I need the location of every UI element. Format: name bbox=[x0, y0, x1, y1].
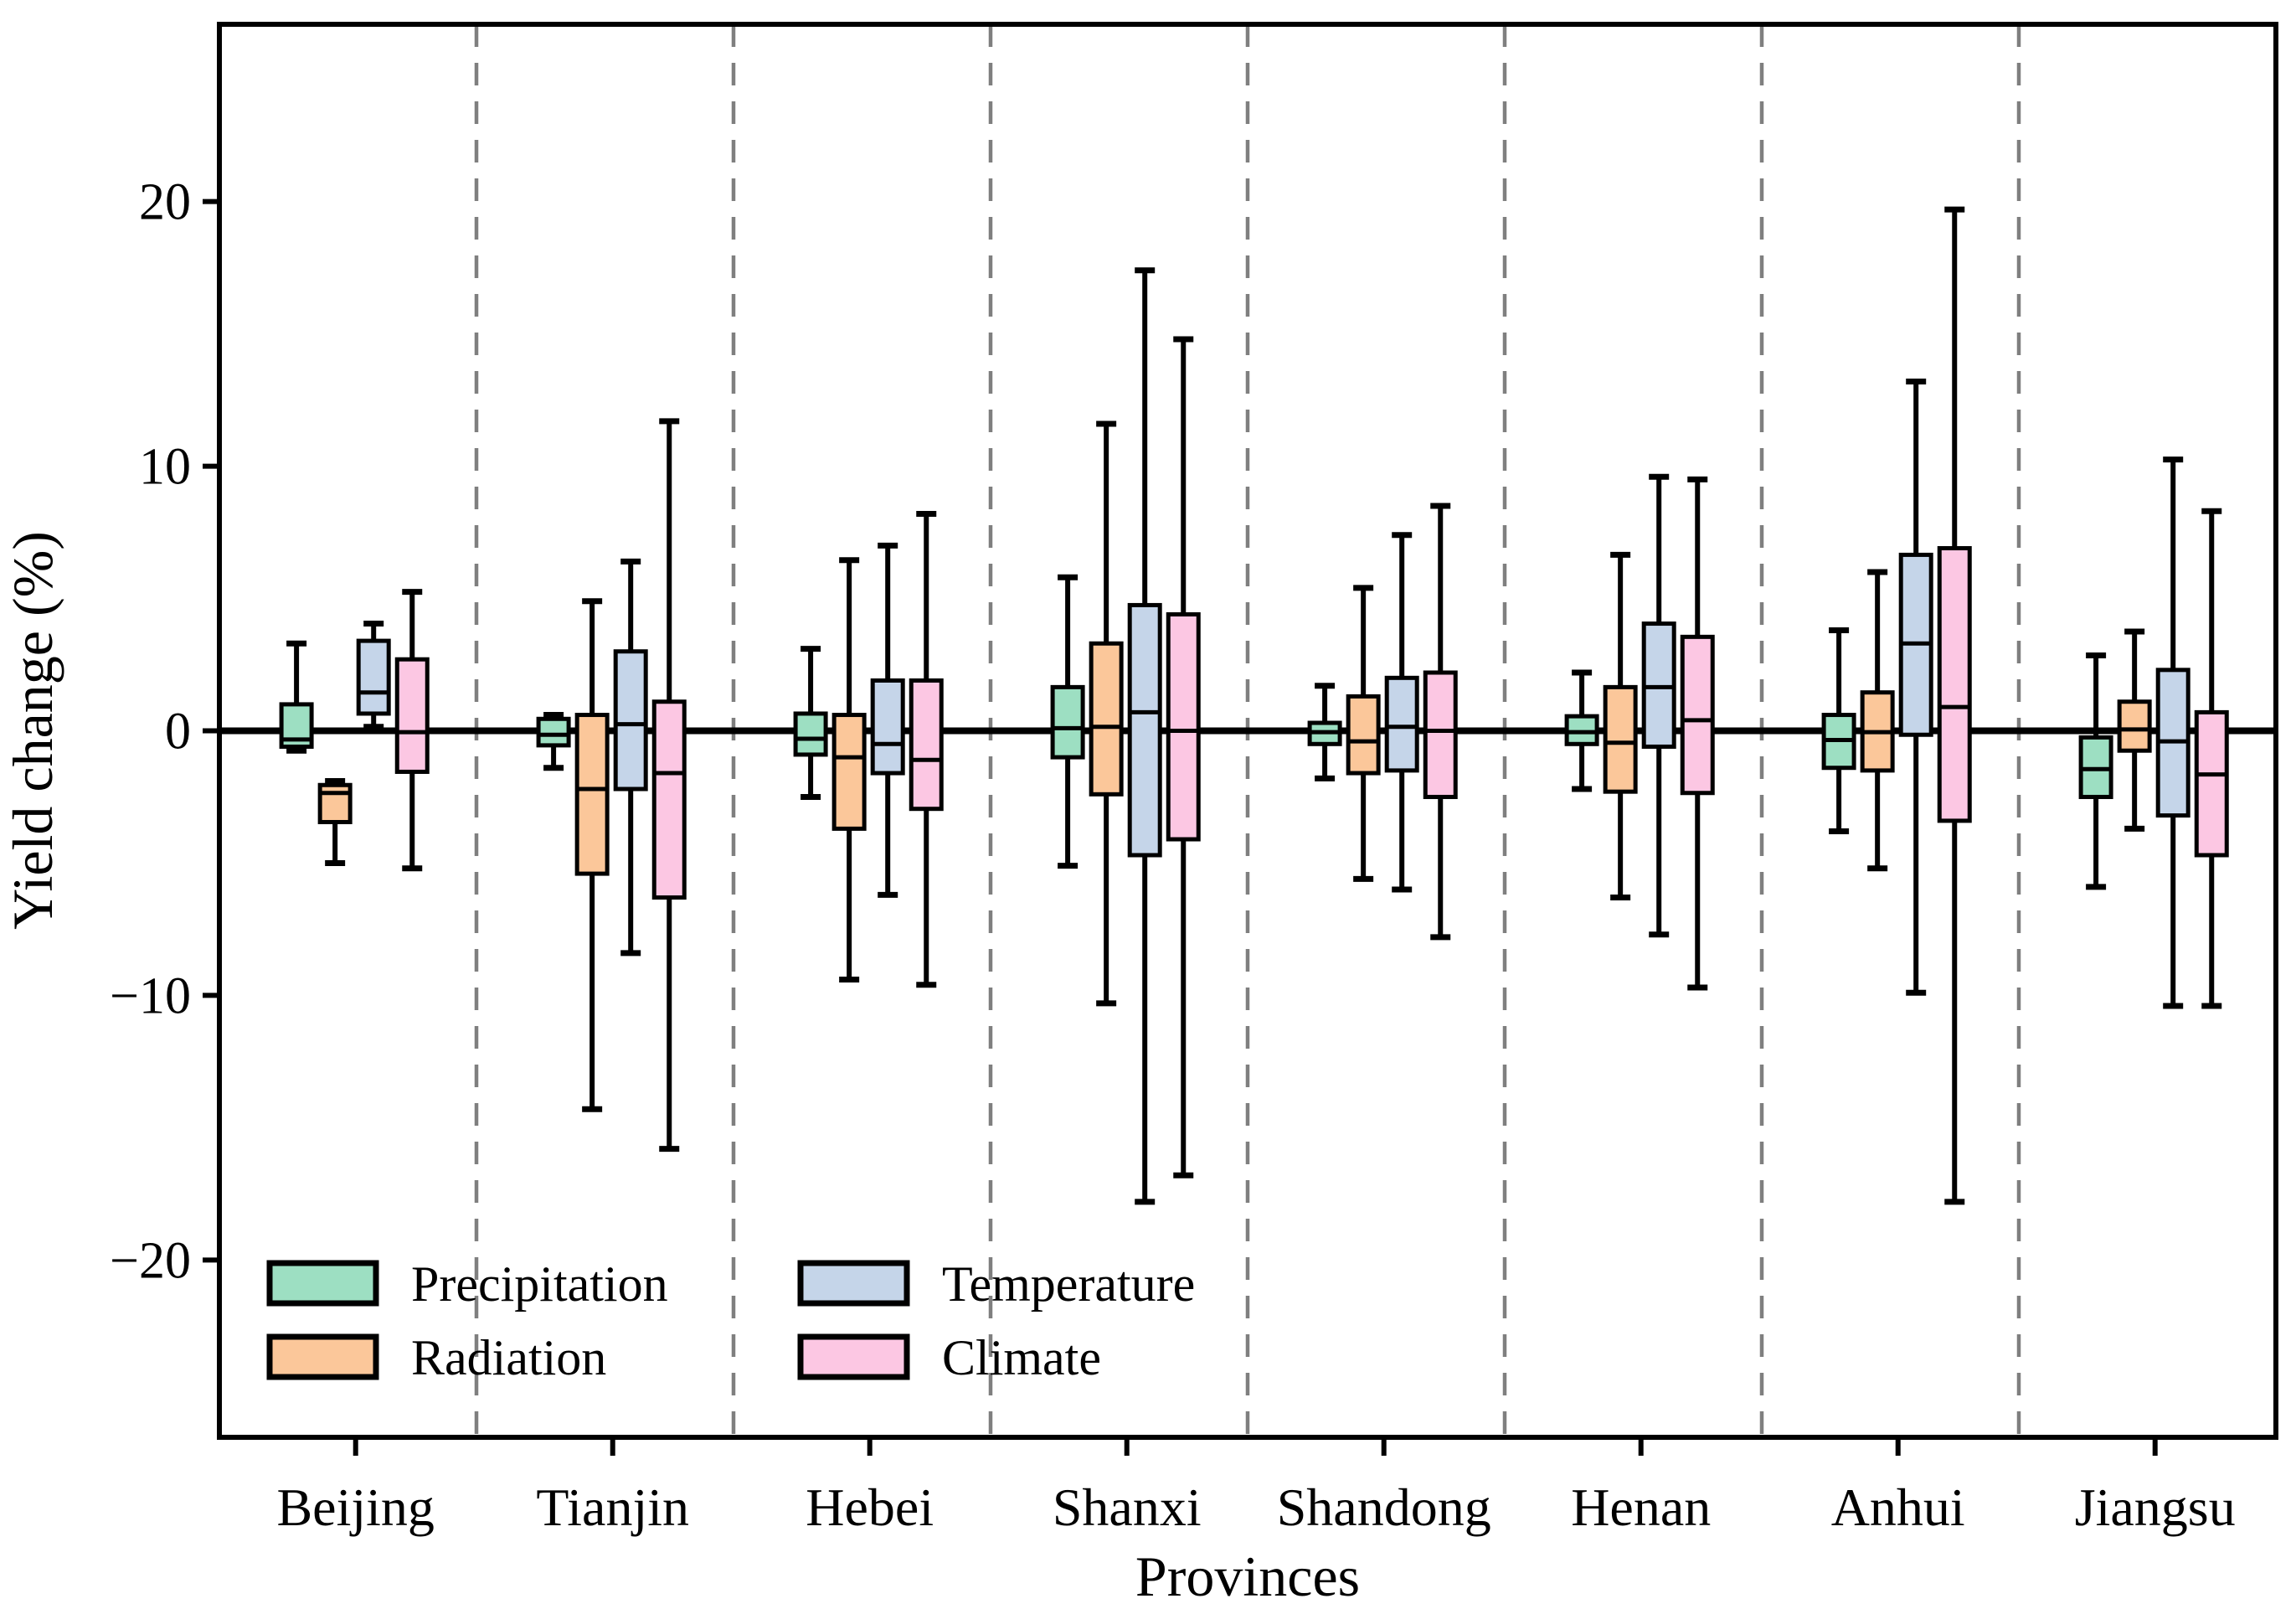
y-axis-title: Yield change (%) bbox=[1, 531, 64, 930]
box-rect bbox=[2194, 709, 2229, 858]
box-rect bbox=[1050, 684, 1085, 760]
legend-label-climate: Climate bbox=[942, 1330, 1101, 1385]
box-beijing-temperature bbox=[356, 621, 391, 730]
legend-item-precipitation: Precipitation bbox=[266, 1256, 668, 1312]
legend-label-precipitation: Precipitation bbox=[411, 1256, 668, 1312]
box-hebei-temperature bbox=[870, 542, 905, 898]
box-rect bbox=[1680, 634, 1715, 796]
box-rect bbox=[356, 638, 391, 716]
axes-group: −20 −10 0 10 20 Beijing Tianjin Hebei Shanxi Shan… bbox=[110, 22, 2278, 1537]
box-tianjin-temperature bbox=[613, 558, 648, 957]
box-beijing-radiation bbox=[317, 778, 353, 866]
box-tianjin-climate bbox=[651, 418, 687, 1153]
legend-swatch-radiation bbox=[266, 1333, 379, 1380]
box-shandong-climate bbox=[1423, 503, 1458, 941]
x-tick-label-henan: Henan bbox=[1571, 1477, 1711, 1537]
x-axis-title: Provinces bbox=[1135, 1545, 1360, 1608]
box-jiangsu-precipitation bbox=[2078, 652, 2113, 890]
x-tick-label-beijing: Beijing bbox=[276, 1477, 434, 1537]
x-tick-label-tianjin: Tianjin bbox=[536, 1477, 689, 1537]
box-shanxi-temperature bbox=[1127, 267, 1162, 1205]
box-shandong-temperature bbox=[1384, 532, 1419, 893]
box-shandong-radiation bbox=[1346, 585, 1381, 882]
box-beijing-precipitation bbox=[279, 640, 314, 754]
legend-label-radiation: Radiation bbox=[411, 1330, 606, 1385]
box-rect bbox=[613, 649, 648, 792]
x-tick-label-anhui: Anhui bbox=[1831, 1477, 1965, 1537]
box-rect bbox=[831, 713, 867, 831]
box-rect bbox=[1346, 694, 1381, 776]
legend-swatch-precipitation bbox=[266, 1260, 379, 1307]
legend-label-temperature: Temperature bbox=[942, 1256, 1195, 1312]
box-rect bbox=[1937, 546, 1972, 823]
box-henan-precipitation bbox=[1564, 669, 1599, 792]
legend-swatch-climate bbox=[797, 1333, 910, 1380]
box-henan-climate bbox=[1680, 476, 1715, 991]
box-anhui-radiation bbox=[1860, 569, 1895, 872]
legend-swatch-temperature bbox=[797, 1260, 910, 1307]
box-hebei-radiation bbox=[831, 557, 867, 982]
box-beijing-climate bbox=[394, 589, 430, 872]
box-henan-temperature bbox=[1641, 473, 1676, 938]
box-jiangsu-climate bbox=[2194, 508, 2229, 1009]
y-tick-label: 0 bbox=[165, 704, 191, 761]
box-tianjin-radiation bbox=[574, 598, 610, 1112]
box-shanxi-precipitation bbox=[1050, 574, 1085, 869]
box-jiangsu-radiation bbox=[2117, 628, 2152, 832]
y-tick-label: −20 bbox=[110, 1232, 191, 1289]
legend-item-climate: Climate bbox=[797, 1330, 1101, 1385]
y-tick-label: 20 bbox=[139, 174, 191, 231]
box-rect bbox=[909, 678, 944, 812]
box-henan-radiation bbox=[1603, 551, 1638, 901]
box-rect bbox=[651, 699, 687, 900]
legend-item-temperature: Temperature bbox=[797, 1256, 1195, 1312]
box-shanxi-radiation bbox=[1089, 420, 1124, 1007]
box-jiangsu-temperature bbox=[2155, 456, 2190, 1009]
box-anhui-temperature bbox=[1898, 378, 1933, 996]
legend-item-radiation: Radiation bbox=[266, 1330, 606, 1385]
box-hebei-precipitation bbox=[793, 646, 828, 800]
x-tick-label-shandong: Shandong bbox=[1277, 1477, 1491, 1537]
box-rect bbox=[2117, 699, 2152, 753]
box-rect bbox=[793, 711, 828, 757]
box-rect bbox=[1384, 675, 1419, 773]
box-hebei-climate bbox=[909, 510, 944, 988]
box-rect bbox=[1423, 670, 1458, 799]
box-rect bbox=[394, 657, 430, 774]
box-shandong-precipitation bbox=[1307, 683, 1342, 781]
y-tick-label: −10 bbox=[110, 967, 191, 1024]
box-anhui-climate bbox=[1937, 206, 1972, 1205]
box-rect bbox=[574, 713, 610, 876]
box-rect bbox=[870, 678, 905, 776]
box-rect bbox=[1089, 641, 1124, 797]
box-tianjin-precipitation bbox=[536, 712, 571, 771]
box-rect bbox=[1166, 611, 1201, 842]
legend-group: Precipitation Radiation Temperature Climate bbox=[266, 1256, 1195, 1385]
x-tick-label-hebei: Hebei bbox=[806, 1477, 934, 1537]
x-tick-label-shanxi: Shanxi bbox=[1053, 1477, 1202, 1537]
box-shanxi-climate bbox=[1166, 336, 1201, 1178]
box-rect bbox=[1127, 602, 1162, 858]
y-tick-label: 10 bbox=[139, 439, 191, 496]
box-anhui-precipitation bbox=[1821, 627, 1856, 835]
x-tick-label-jiangsu: Jiangsu bbox=[2075, 1477, 2236, 1537]
boxes-group bbox=[279, 206, 2229, 1205]
box-rect bbox=[1603, 684, 1638, 794]
box-rect bbox=[317, 782, 353, 824]
box-rect bbox=[536, 716, 571, 748]
